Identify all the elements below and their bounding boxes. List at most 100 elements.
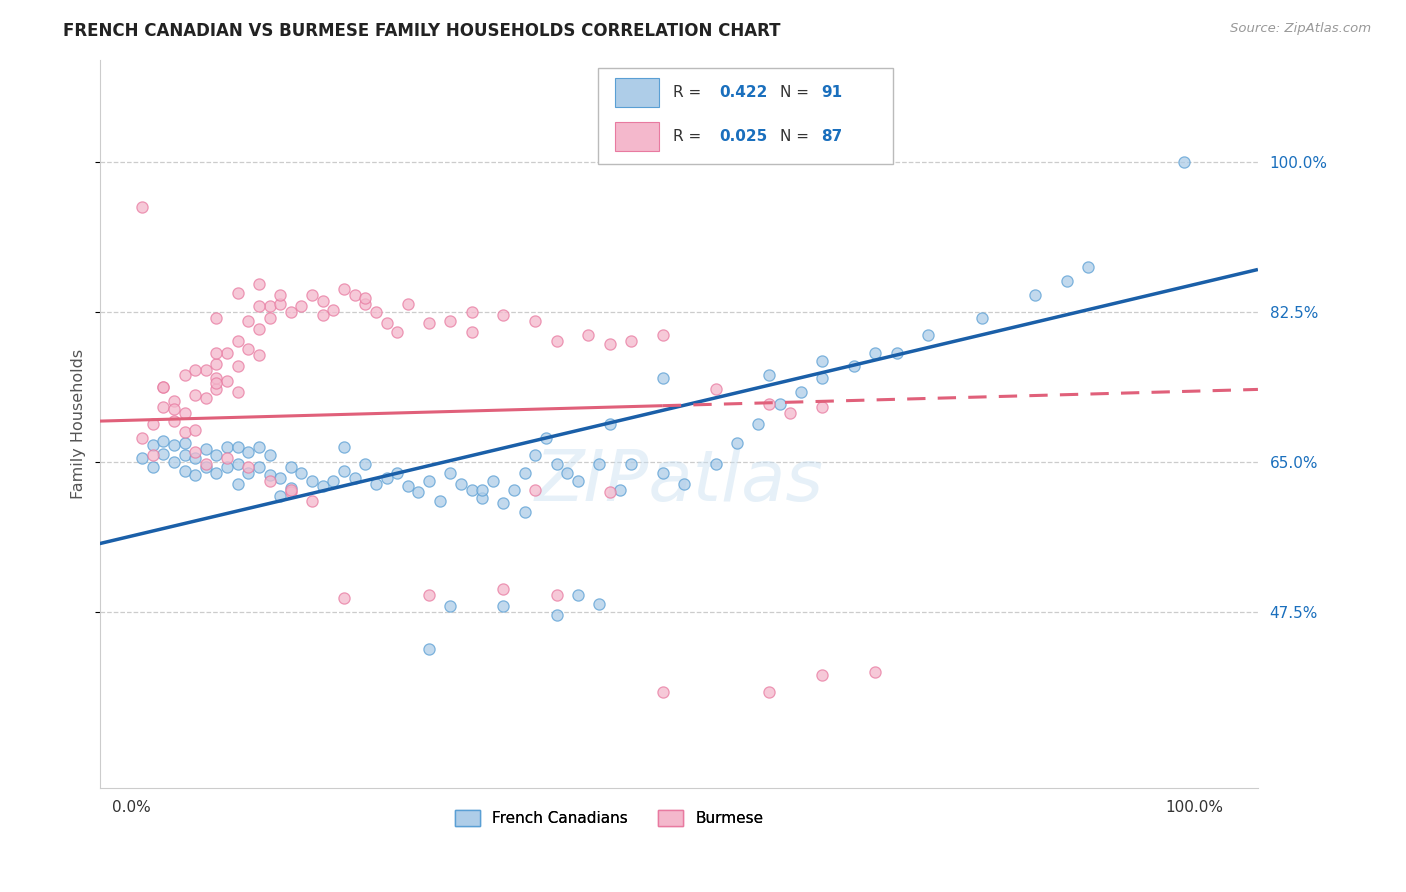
Point <box>460 325 482 339</box>
Text: 0.422: 0.422 <box>720 85 768 100</box>
Point <box>439 466 461 480</box>
Point <box>758 397 780 411</box>
Point <box>205 357 228 371</box>
Point <box>343 470 366 484</box>
Point <box>131 450 153 465</box>
Point <box>471 483 494 497</box>
Point <box>259 468 281 483</box>
Point <box>354 291 377 305</box>
Point <box>620 334 643 348</box>
Point <box>364 476 387 491</box>
Point <box>217 450 239 465</box>
Legend: French Canadians, Burmese: French Canadians, Burmese <box>450 804 769 832</box>
Text: ZIPatlas: ZIPatlas <box>534 448 824 516</box>
Point <box>205 383 228 397</box>
Point <box>375 317 398 331</box>
Point <box>725 436 748 450</box>
Point <box>779 405 801 419</box>
Point <box>280 481 302 495</box>
Point <box>375 470 398 484</box>
Point <box>1056 274 1078 288</box>
Point <box>354 457 377 471</box>
Point <box>152 434 174 448</box>
Point <box>259 311 281 326</box>
Point <box>651 466 673 480</box>
Point <box>492 599 515 614</box>
Point <box>184 450 207 465</box>
Point <box>238 445 260 459</box>
Point <box>259 299 281 313</box>
Point <box>673 476 696 491</box>
Point <box>247 459 270 474</box>
Point <box>460 483 482 497</box>
Point <box>704 383 727 397</box>
Point <box>217 459 239 474</box>
Point <box>578 328 600 343</box>
Point <box>131 200 153 214</box>
Point <box>418 474 440 488</box>
Point <box>620 457 643 471</box>
Point <box>651 371 673 385</box>
Point <box>492 582 515 596</box>
Text: Source: ZipAtlas.com: Source: ZipAtlas.com <box>1230 22 1371 36</box>
Point <box>290 299 312 313</box>
Point <box>312 308 335 322</box>
Point <box>651 328 673 343</box>
Point <box>217 374 239 388</box>
FancyBboxPatch shape <box>614 122 659 152</box>
Point <box>194 459 217 474</box>
Point <box>758 685 780 699</box>
Point <box>280 459 302 474</box>
Point <box>811 354 834 368</box>
Point <box>503 483 526 497</box>
Point <box>238 342 260 356</box>
Point <box>226 285 249 300</box>
Point <box>333 591 356 605</box>
FancyBboxPatch shape <box>598 68 893 164</box>
Point <box>269 297 291 311</box>
Point <box>301 474 323 488</box>
Point <box>247 322 270 336</box>
Point <box>811 667 834 681</box>
Point <box>247 277 270 291</box>
Point <box>364 305 387 319</box>
Point <box>163 438 186 452</box>
Point <box>333 464 356 478</box>
Point <box>758 368 780 382</box>
Point <box>184 445 207 459</box>
Point <box>970 311 993 326</box>
Point <box>769 397 792 411</box>
Point <box>546 334 568 348</box>
Point <box>142 459 165 474</box>
Point <box>524 483 547 497</box>
FancyBboxPatch shape <box>614 78 659 107</box>
Point <box>142 438 165 452</box>
Point <box>546 457 568 471</box>
Point <box>322 302 344 317</box>
Point <box>205 449 228 463</box>
Point <box>247 440 270 454</box>
Point <box>471 491 494 506</box>
Point <box>173 405 195 419</box>
Point <box>142 417 165 431</box>
Point <box>194 362 217 376</box>
Point <box>152 380 174 394</box>
Point <box>152 400 174 414</box>
Point <box>238 466 260 480</box>
Text: R =: R = <box>673 129 706 145</box>
Point <box>385 325 408 339</box>
Point <box>184 468 207 483</box>
Point <box>513 466 536 480</box>
Point <box>385 466 408 480</box>
Point <box>343 288 366 302</box>
Point <box>811 371 834 385</box>
Point <box>418 588 440 602</box>
Point <box>173 449 195 463</box>
Point <box>226 359 249 374</box>
Point <box>163 455 186 469</box>
Point <box>418 317 440 331</box>
Point <box>152 380 174 394</box>
Point <box>396 297 419 311</box>
Point <box>609 483 631 497</box>
Point <box>651 685 673 699</box>
